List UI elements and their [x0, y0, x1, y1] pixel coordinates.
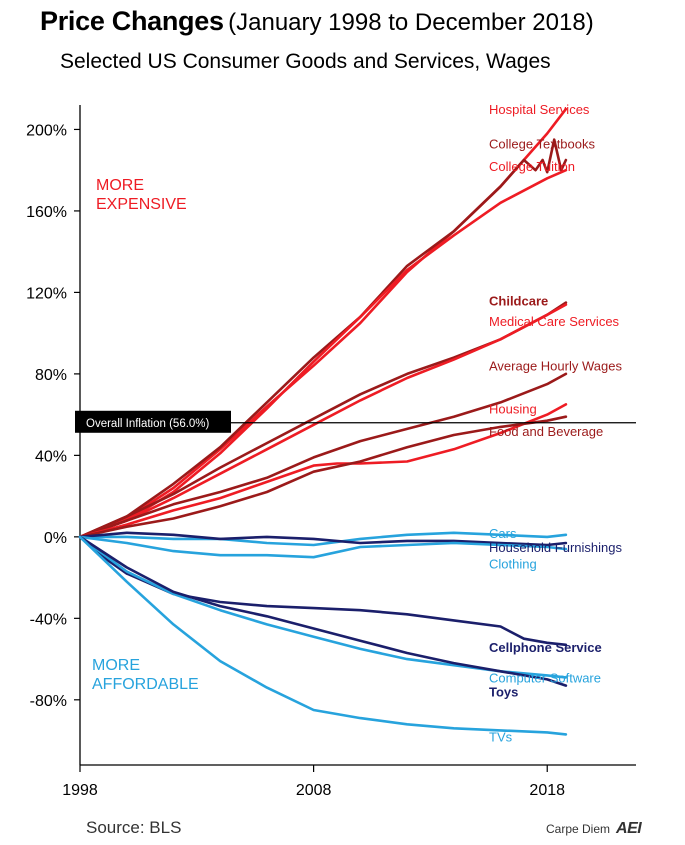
y-tick-label: 40% [35, 448, 67, 465]
series-label: College Tuition [489, 159, 575, 174]
inflation-label: Overall Inflation (56.0%) [86, 418, 210, 430]
aei-logo: AEI [616, 820, 642, 837]
series-label: Computer Software [489, 670, 601, 685]
y-tick-label: 160% [26, 204, 67, 221]
series-line [78, 415, 568, 539]
inflation-label-box [75, 410, 231, 433]
series-line [78, 535, 568, 687]
series-label: Cellphone Service [489, 640, 602, 655]
annotation-text: EXPENSIVE [96, 196, 187, 213]
y-tick-label: 0% [44, 530, 67, 547]
credit-note: Carpe Diem AEI [546, 820, 642, 838]
y-tick-label: -40% [30, 611, 67, 628]
annotation-text: MORE [96, 177, 144, 194]
series-label: Average Hourly Wages [489, 359, 622, 374]
series-label: Toys [489, 685, 518, 700]
y-tick-label: 80% [35, 367, 67, 384]
source-note: Source: BLS [86, 818, 182, 837]
series-label: Hospital Services [489, 102, 590, 117]
y-tick-label: 200% [26, 122, 67, 139]
y-tick-label: -80% [30, 693, 67, 710]
inflation-reference: Overall Inflation (56.0%) [75, 410, 636, 433]
series-line [78, 168, 568, 539]
chart-title-row: Price Changes (January 1998 to December … [40, 6, 594, 37]
series-label: Medical Care Services [489, 314, 620, 329]
series-label: Housing [489, 402, 537, 417]
chart-annotations: MORE EXPENSIVE MORE AFFORDABLE [92, 177, 199, 693]
series-line [78, 535, 568, 736]
y-tick-label: 120% [26, 285, 67, 302]
series-label: Clothing [489, 556, 537, 571]
series-line [78, 535, 568, 647]
x-tick-label: 2018 [529, 782, 565, 799]
chart-title: Price Changes [40, 6, 224, 36]
series-label: TVs [489, 729, 513, 744]
annotation-text: AFFORDABLE [92, 676, 199, 693]
x-tick-label: 1998 [62, 782, 98, 799]
series-label: Food and Beverage [489, 424, 603, 439]
series-line [78, 372, 568, 539]
series-label: Cars [489, 526, 517, 541]
series-label: College Textbooks [489, 137, 595, 152]
x-tick-label: 2008 [296, 782, 332, 799]
series-line [78, 403, 568, 539]
credit-text: Carpe Diem [546, 822, 611, 836]
series-line [78, 535, 568, 559]
series-labels: Hospital Services College Textbooks Colleg… [489, 102, 622, 744]
series-label: Childcare [489, 294, 548, 309]
chart-axes: -80% -40% 0% 40% 80% 120% 160% 200% 1998 2008 2018 [26, 105, 636, 799]
annotation-text: MORE [92, 657, 140, 674]
chart-subtitle: Selected US Consumer Goods and Services,… [60, 50, 551, 73]
series-label: Household Furnishings [489, 540, 622, 555]
series-line [78, 531, 568, 547]
series-line [78, 303, 568, 539]
chart-title-dates: (January 1998 to December 2018) [228, 9, 594, 36]
series-lines [78, 107, 568, 736]
series-line [78, 138, 568, 539]
